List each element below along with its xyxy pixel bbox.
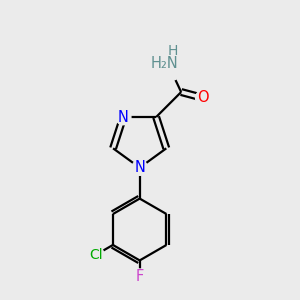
Text: Cl: Cl <box>89 248 103 262</box>
Circle shape <box>116 110 131 125</box>
Circle shape <box>132 160 147 175</box>
Circle shape <box>156 53 183 81</box>
Circle shape <box>89 247 104 262</box>
Text: H₂N: H₂N <box>151 56 179 71</box>
Circle shape <box>132 269 147 284</box>
Text: N: N <box>118 110 129 124</box>
Circle shape <box>196 90 211 106</box>
Text: N: N <box>134 160 145 175</box>
Text: H: H <box>167 44 178 58</box>
Text: O: O <box>197 90 209 105</box>
Text: F: F <box>136 269 144 284</box>
